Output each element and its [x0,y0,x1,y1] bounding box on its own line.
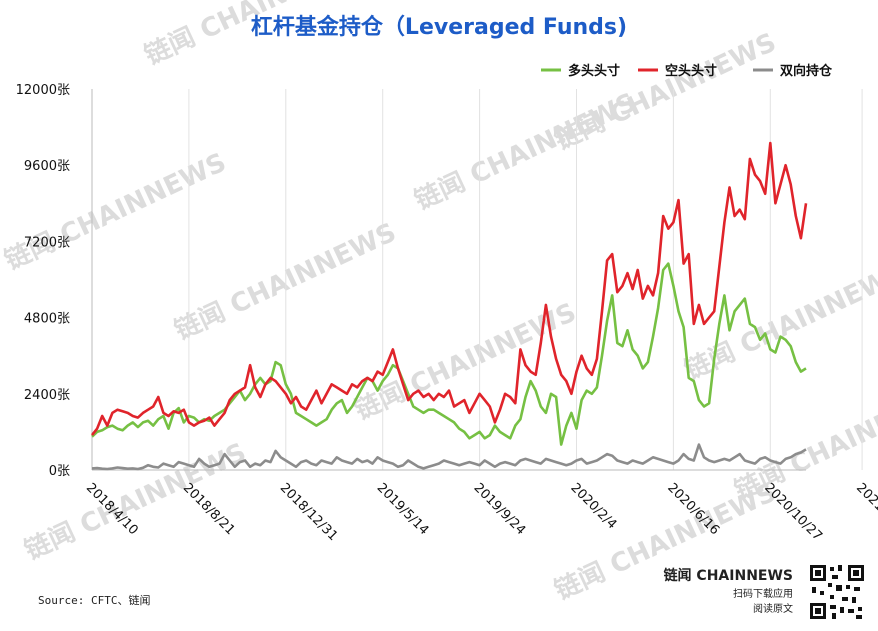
grid [91,89,863,470]
watermark-text: 链闻 CHAINNEWS [680,257,878,387]
x-tick-label: 2018/12/31 [277,480,341,544]
brand-logo-text: 链闻 CHAINNEWS [664,567,793,584]
y-tick-label: 0张 [49,464,70,479]
x-tick-label: 2020/10/27 [761,480,825,544]
x-tick-label: 2021/2/9 [853,480,878,532]
watermark-text: 链闻 CHAINNEWS [730,377,878,507]
x-tick-label: 2018/8/21 [180,480,238,538]
y-tick-label: 7200张 [24,235,70,250]
watermark-text: 链闻 CHAINNEWS [410,87,641,217]
legend-label-spread: 双向持仓 [780,63,833,79]
source-note: Source: CFTC、链闻 [38,593,150,607]
series-line-short [90,141,808,436]
x-tick-label: 2019/9/24 [471,480,529,538]
qr-code-icon[interactable] [808,563,866,621]
x-tick-label: 2019/5/14 [374,480,432,538]
y-tick-label: 12000张 [16,83,70,98]
y-tick-label: 9600张 [24,159,70,174]
chart-title: 杠杆基金持仓（Leveraged Funds) [251,14,627,40]
y-tick-label: 2400张 [24,388,70,403]
legend-label-long: 多头头寸 [568,63,620,79]
series-line-spread [91,443,807,471]
y-tick-label: 4800张 [24,312,70,327]
brand-line2: 阅读原文 [753,602,793,615]
legend-label-short: 空头头寸 [665,63,717,79]
y-axis-ticks: 0张 2400张 4800张 7200张 9600张 12000张 [16,83,70,479]
series-lines [90,141,808,471]
legend: 多头头寸 空头头寸 双向持仓 [541,63,833,79]
brand-line1: 扫码下载应用 [733,587,793,600]
axes [91,89,806,471]
watermark-text: 链闻 CHAINNEWS [20,437,251,567]
x-tick-label: 2020/2/4 [567,480,619,532]
